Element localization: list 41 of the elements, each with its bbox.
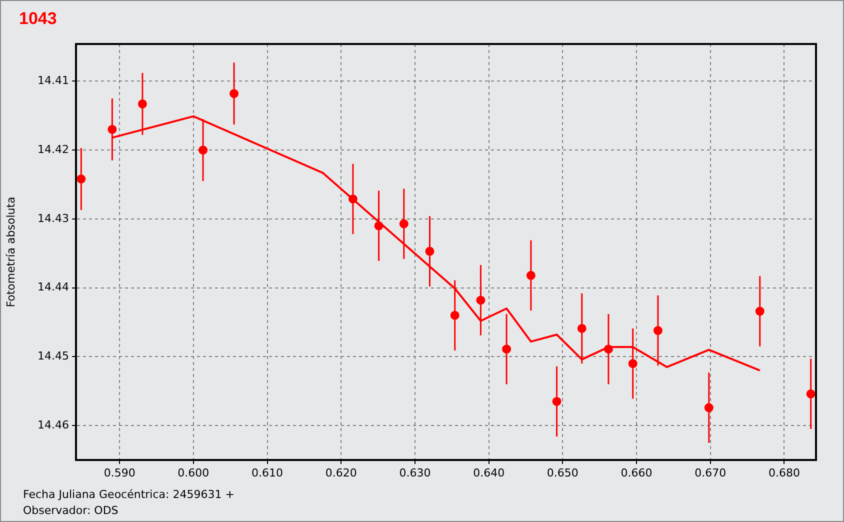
point xyxy=(628,359,638,368)
y-tick-label: 14.45 xyxy=(38,350,69,363)
point xyxy=(450,310,460,320)
point xyxy=(425,246,434,256)
point xyxy=(604,344,613,354)
point xyxy=(76,174,86,184)
point xyxy=(552,396,562,406)
point xyxy=(526,270,536,280)
x-axis-title: Fecha Juliana Geocéntrica: 2459631 + xyxy=(23,488,234,501)
x-tick-label: 0.630 xyxy=(399,466,431,480)
point xyxy=(138,99,147,108)
point xyxy=(476,296,486,305)
y-axis-title: Fotometría absoluta xyxy=(4,196,18,308)
y-tick-label: 14.41 xyxy=(38,74,69,88)
y-tick-label: 14.42 xyxy=(38,142,69,156)
point xyxy=(348,194,358,204)
point xyxy=(502,344,512,354)
chart-title: 1043 xyxy=(19,9,57,29)
point xyxy=(653,326,662,336)
y-tick-label: 14.43 xyxy=(38,212,69,225)
point xyxy=(374,221,384,230)
y-tick-label: 14.44 xyxy=(38,280,69,294)
x-tick-label: 0.660 xyxy=(620,466,652,480)
y-tick-label: 14.46 xyxy=(38,418,69,432)
point xyxy=(704,403,714,412)
text: Observador: ODS xyxy=(23,504,118,517)
point xyxy=(108,124,117,134)
x-tick-label: 0.670 xyxy=(694,466,726,480)
x-tick-label: 0.600 xyxy=(178,466,210,480)
point xyxy=(755,306,764,316)
x-tick-label: 0.590 xyxy=(104,466,136,480)
x-tick-label: 0.620 xyxy=(325,466,357,480)
point xyxy=(198,146,208,155)
point xyxy=(577,324,586,333)
x-tick-label: 0.610 xyxy=(252,466,284,480)
point xyxy=(230,89,239,98)
x-tick-label: 0.680 xyxy=(768,466,800,480)
point xyxy=(806,389,816,398)
x-tick-label: 0.650 xyxy=(546,466,578,480)
point xyxy=(399,219,408,228)
x-tick-label: 0.640 xyxy=(473,466,505,480)
